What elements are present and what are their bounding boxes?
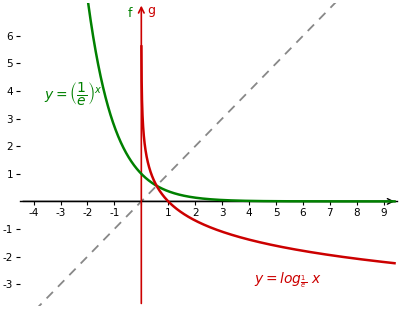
Text: f: f <box>128 7 132 20</box>
Text: $y = log_{\frac{1}{e}}\ x$: $y = log_{\frac{1}{e}}\ x$ <box>254 270 322 290</box>
Text: g: g <box>147 4 155 17</box>
Text: $y = \left(\dfrac{1}{e}\right)^x$: $y = \left(\dfrac{1}{e}\right)^x$ <box>44 80 103 107</box>
